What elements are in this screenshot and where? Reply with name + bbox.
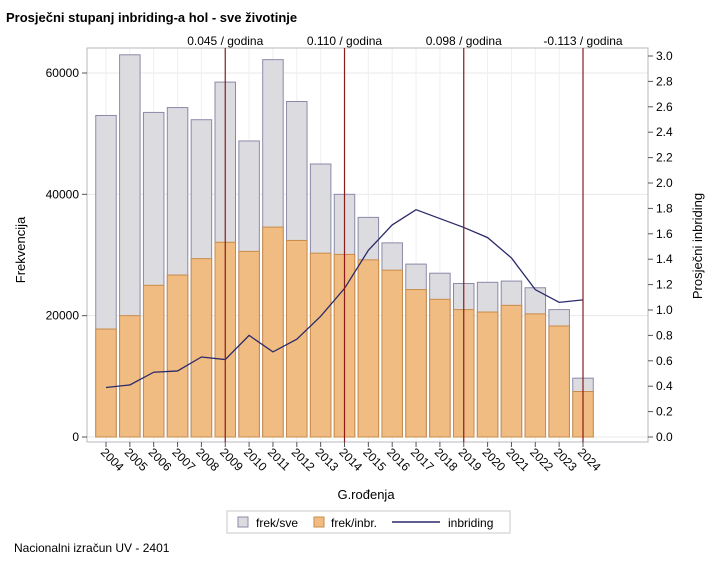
y2-tick-label: 0.4 [656, 379, 673, 393]
legend-swatch-frek-sve [237, 516, 249, 528]
x-tick-label: 2011 [265, 445, 293, 473]
x-tick-label: 2009 [217, 445, 246, 474]
y2-tick-label: 1.8 [656, 201, 673, 215]
y-tick-label: 40000 [46, 187, 80, 201]
legend-label-frek-sve: frek/sve [256, 516, 298, 530]
bar-frek-inbr [166, 274, 189, 438]
y2-tick-label: 0.0 [656, 430, 673, 444]
x-tick-label: 2006 [146, 445, 175, 474]
y2-tick-label: 3.0 [656, 49, 673, 63]
bar-frek-inbr [524, 313, 547, 438]
x-tick-label: 2022 [527, 445, 556, 474]
y-tick-label: 20000 [46, 309, 80, 323]
footnote: Nacionalni izračun UV - 2401 [14, 541, 170, 555]
chart-title: Prosječni stupanj inbriding-a hol - sve … [6, 10, 298, 25]
bars [95, 54, 594, 438]
bar-frek-inbr [238, 250, 260, 438]
bar-frek-inbr [429, 298, 451, 438]
y-axis-title: Frekvencija [13, 216, 28, 283]
y-tick-label: 0 [72, 430, 79, 444]
legend: frek/sve frek/inbr. inbriding [226, 510, 511, 534]
y2-tick-label: 1.4 [656, 252, 673, 266]
y2-tick-label: 2.2 [656, 151, 673, 165]
bar-frek-inbr [381, 269, 403, 438]
x-tick-label: 2015 [360, 445, 389, 474]
annotations: 0.045 / godina 0.110 / godina 0.098 / godi… [187, 34, 623, 442]
y2-tick-label: 1.6 [656, 227, 673, 241]
bar-frek-inbr [95, 328, 117, 438]
x-tick-label: 2012 [289, 445, 318, 474]
x-tick-label: 2020 [479, 445, 508, 474]
bar-frek-inbr [262, 226, 284, 438]
x-tick-label: 2018 [432, 445, 461, 474]
x-axis-title: G.rođenja [337, 487, 395, 502]
x-tick-label: 2017 [408, 445, 437, 474]
y2-tick-label: 1.2 [656, 278, 673, 292]
bar-frek-inbr [476, 311, 499, 438]
legend-frame [226, 510, 511, 534]
legend-swatch-frek-inbr [313, 516, 325, 528]
x-tick-label: 2019 [456, 445, 485, 474]
rate-label: 0.045 / godina [187, 34, 263, 48]
rate-label: 0.098 / godina [426, 34, 502, 48]
bar-frek-inbr [309, 252, 332, 438]
bar-frek-inbr [405, 289, 427, 438]
y2-tick-label: 2.6 [656, 100, 673, 114]
y2-tick-label: 0.8 [656, 328, 673, 342]
x-tick-label: 2024 [575, 445, 604, 474]
y2-tick-label: 2.0 [656, 176, 673, 190]
y2-tick-label: 2.4 [656, 125, 673, 139]
y-axis-left: 0 20000 40000 60000 [46, 66, 87, 444]
plot-frame [86, 47, 649, 443]
y2-tick-label: 2.8 [656, 74, 673, 88]
legend-label-inbriding: inbriding [448, 516, 493, 530]
legend-label-frek-inbr: frek/inbr. [331, 516, 377, 530]
bar-frek-inbr [190, 258, 213, 438]
y2-tick-label: 0.2 [656, 405, 673, 419]
bar-frek-inbr [357, 259, 380, 438]
x-tick-label: 2016 [384, 445, 413, 474]
rate-label: -0.113 / godina [543, 34, 622, 48]
bar-frek-inbr [548, 325, 570, 438]
rate-label: 0.110 / godina [307, 34, 383, 48]
x-tick-label: 2005 [122, 445, 151, 474]
y-tick-label: 60000 [46, 66, 80, 80]
x-tick-label: 2010 [241, 445, 270, 474]
x-tick-label: 2023 [551, 445, 580, 474]
x-axis: 2004200520062007200820092010201120122013… [98, 442, 604, 474]
x-tick-label: 2013 [313, 445, 342, 474]
y2-axis-title: Prosječni inbriding [690, 193, 705, 299]
x-tick-label: 2008 [193, 445, 222, 474]
bar-frek-inbr [142, 284, 165, 438]
y-axis-right: 0.0 0.2 0.4 0.6 0.8 1.0 1.2 1.4 1.6 1.8 2.0 2.2 2.4 2… [648, 49, 673, 444]
x-tick-label: 2004 [98, 445, 127, 474]
x-tick-label: 2007 [169, 445, 198, 474]
bar-frek-inbr [119, 315, 141, 438]
y2-tick-label: 0.6 [656, 354, 673, 368]
bar-frek-inbr [500, 304, 523, 438]
x-tick-label: 2014 [336, 445, 365, 474]
y2-tick-label: 1.0 [656, 303, 673, 317]
x-tick-label: 2021 [503, 445, 532, 474]
